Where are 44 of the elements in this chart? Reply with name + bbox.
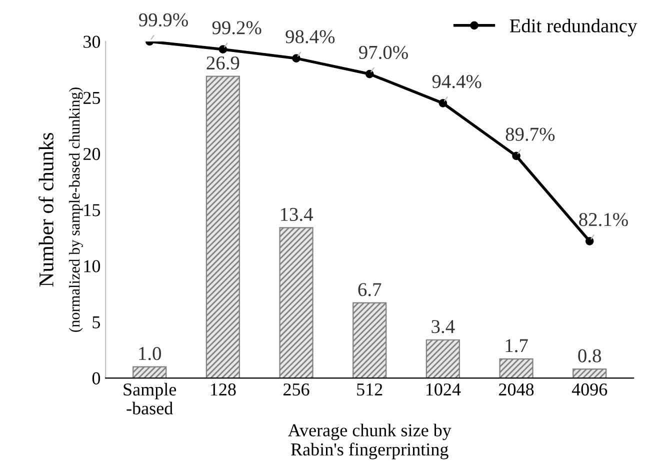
point: [512, 152, 520, 160]
y-tick-label: 30: [84, 36, 100, 48]
data-label: 89.7%: [506, 128, 555, 141]
text: Number of chunks (normalized by sample-based chunking): [38, 88, 83, 332]
bar: [572, 368, 607, 378]
bar: [499, 358, 534, 378]
data-label: 99.9%: [139, 13, 188, 27]
data-label: 97.0%: [359, 46, 408, 60]
point: [585, 236, 594, 246]
x-tick-label: 2048: [499, 383, 534, 396]
bar: [206, 76, 240, 378]
data-label: 0.8: [578, 349, 602, 362]
bar: [426, 339, 460, 378]
data-label: 98.4%: [286, 30, 335, 44]
bar: [279, 227, 314, 378]
x-tick-label: Sample -based: [124, 382, 176, 414]
x-tick-label: 512: [357, 383, 382, 396]
y-tick-label: 15: [84, 204, 100, 216]
y-tick-label: 25: [83, 92, 100, 104]
x-axis-title: Average chunk size by Rabin's fingerprinting: [288, 424, 452, 460]
point: [438, 99, 448, 108]
point: [218, 45, 228, 54]
y-tick-label: 10: [84, 260, 100, 272]
legend-label: Edit redundancy: [510, 18, 638, 36]
data-label: 94.4%: [432, 75, 482, 88]
data-label: 13.4: [280, 208, 313, 222]
data-label: 3.4: [432, 320, 455, 334]
data-label: 26.9: [206, 56, 240, 70]
bar: [132, 366, 167, 378]
x-tick-label: 128: [210, 383, 236, 396]
y-tick-label: 5: [92, 316, 100, 328]
y-tick-label: 0: [92, 372, 100, 384]
x-tick-label: 4096: [572, 383, 608, 396]
point: [292, 54, 300, 62]
data-label: 6.7: [358, 283, 382, 296]
x-tick-label: 256: [284, 383, 310, 396]
data-label: 1.7: [506, 339, 528, 352]
point: [365, 70, 374, 78]
bar: [352, 302, 387, 378]
data-label: 82.1%: [579, 212, 628, 226]
y-tick-label: 20: [83, 148, 100, 160]
data-label: 1.0: [139, 346, 162, 360]
x-tick-label: 1024: [426, 383, 461, 396]
data-label: 99.2%: [212, 21, 262, 34]
